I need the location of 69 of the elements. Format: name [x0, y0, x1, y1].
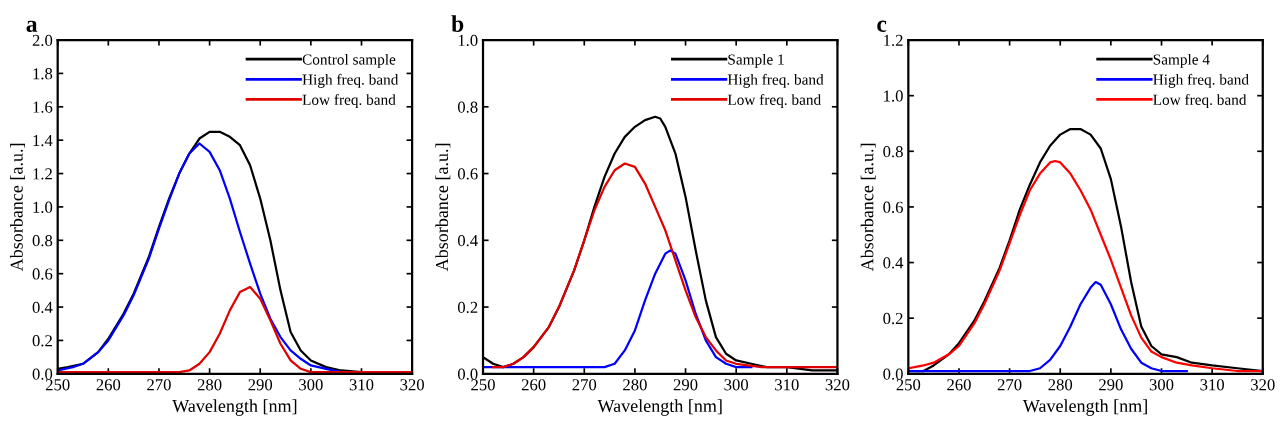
- y-tick-label: 0.8: [32, 235, 53, 247]
- x-tick-label: 260: [947, 379, 971, 391]
- x-tick-label: 310: [1200, 379, 1224, 391]
- y-tick-label: 1.2: [884, 34, 903, 47]
- y-tick-label: 0.0: [457, 368, 478, 380]
- y-axis-title: Absorbance [a.u.]: [860, 143, 876, 272]
- x-tick-label: 280: [1048, 379, 1073, 391]
- x-tick-label: 320: [825, 379, 850, 391]
- legend-label: Low freq. band: [727, 94, 821, 109]
- legend-label: High freq. band: [302, 73, 399, 88]
- y-tick-label: 0.2: [883, 312, 903, 325]
- x-tick-label: 280: [623, 379, 647, 391]
- y-tick-label: 0.8: [883, 146, 903, 158]
- chart-title: c: [877, 20, 887, 32]
- y-tick-label: 1.0: [884, 90, 903, 102]
- x-tick-label: 300: [724, 379, 749, 391]
- y-tick-label: 1.0: [33, 201, 53, 213]
- y-tick-label: 1.2: [33, 168, 52, 180]
- x-tick-label: 310: [775, 379, 799, 391]
- y-tick-label: 1.6: [33, 101, 53, 113]
- y-axis-title: Absorbance [a.u.]: [10, 143, 26, 272]
- y-tick-label: 0.6: [457, 168, 478, 180]
- x-axis-title: Wavelength [nm]: [597, 399, 722, 416]
- x-tick-label: 300: [1149, 379, 1174, 391]
- legend-label: Sample 4: [1153, 53, 1210, 68]
- y-tick-label: 0.4: [32, 301, 53, 314]
- x-tick-label: 250: [45, 379, 70, 391]
- y-axis-title: Absorbance [a.u.]: [435, 143, 451, 272]
- y-tick-label: 0.4: [457, 235, 478, 247]
- y-tick-label: 0.4: [883, 257, 904, 269]
- y-tick-label: 0.2: [457, 301, 478, 314]
- legend-label: Low freq. band: [302, 94, 396, 109]
- legend-label: High freq. band: [727, 73, 824, 88]
- x-tick-label: 270: [147, 379, 171, 391]
- y-tick-label: 0.2: [32, 335, 52, 347]
- x-tick-label: 290: [248, 379, 273, 391]
- x-tick-label: 320: [400, 379, 424, 391]
- legend-label: Low freq. band: [1153, 94, 1247, 109]
- y-tick-label: 1.8: [33, 68, 53, 80]
- x-axis-title: Wavelength [nm]: [1022, 399, 1147, 416]
- chart-title: b: [451, 15, 464, 32]
- line-series: [483, 249, 753, 369]
- line-series: [492, 162, 838, 369]
- x-tick-label: 250: [471, 379, 495, 391]
- x-axis-title: Wavelength [nm]: [172, 399, 297, 416]
- y-tick-label: 0.0: [883, 368, 903, 380]
- x-tick-label: 250: [896, 379, 921, 391]
- legend-label: High freq. band: [1153, 73, 1249, 88]
- x-tick-label: 260: [521, 379, 546, 391]
- y-tick-label: 1.4: [33, 134, 53, 147]
- chart-title: a: [26, 20, 38, 32]
- x-tick-label: 300: [299, 379, 323, 391]
- x-tick-label: 260: [96, 379, 121, 391]
- legend-label: Sample 1: [728, 53, 784, 68]
- x-tick-label: 270: [572, 379, 597, 391]
- line-series: [908, 280, 1188, 373]
- legend-label: Control sample: [302, 53, 396, 68]
- y-tick-label: 0.0: [32, 368, 53, 380]
- x-tick-label: 320: [1251, 379, 1275, 391]
- y-tick-label: 1.0: [458, 34, 478, 47]
- y-tick-label: 0.6: [32, 268, 53, 280]
- y-tick-label: 0.6: [883, 201, 903, 213]
- x-tick-label: 310: [349, 379, 374, 391]
- y-tick-label: 2.0: [32, 34, 53, 47]
- x-tick-label: 270: [997, 379, 1022, 391]
- x-tick-label: 280: [197, 379, 222, 391]
- x-tick-label: 290: [673, 379, 698, 391]
- x-tick-label: 290: [1099, 379, 1123, 391]
- y-tick-label: 0.8: [457, 101, 478, 113]
